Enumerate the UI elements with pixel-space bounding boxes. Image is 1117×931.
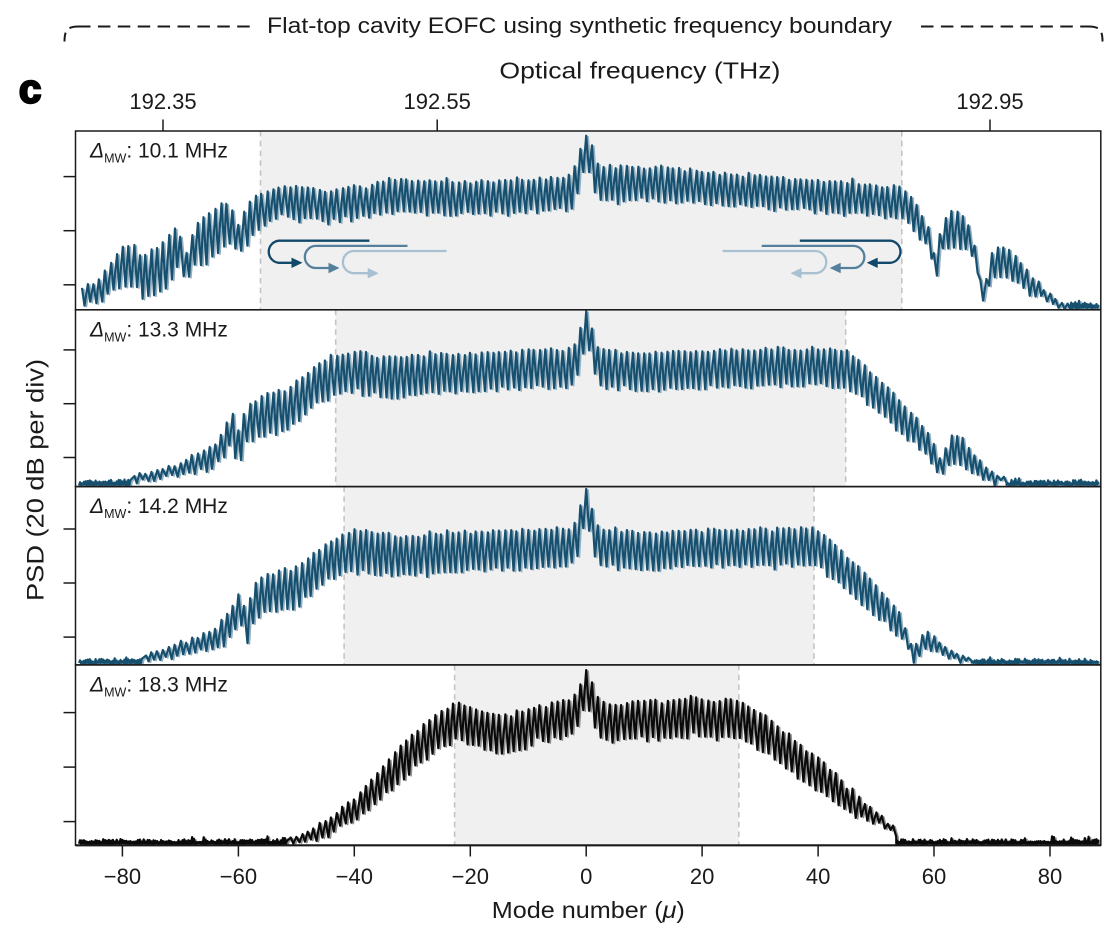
svg-text:ΔMW: 10.1 MHz: ΔMW: 10.1 MHz [89,140,228,166]
svg-text:−40: −40 [336,864,373,889]
svg-text:−60: −60 [220,864,257,889]
svg-text:ΔMW: 13.3 MHz: ΔMW: 13.3 MHz [89,318,228,344]
svg-text:Optical frequency (THz): Optical frequency (THz) [499,58,780,84]
svg-text:60: 60 [922,864,946,889]
svg-text:192.95: 192.95 [956,89,1023,114]
svg-text:−80: −80 [104,864,141,889]
svg-text:192.55: 192.55 [404,89,471,114]
svg-text:20: 20 [690,864,714,889]
svg-text:ΔMW: 18.3 MHz: ΔMW: 18.3 MHz [89,673,228,699]
svg-text:ΔMW: 14.2 MHz: ΔMW: 14.2 MHz [89,495,228,521]
svg-text:c: c [19,68,41,112]
svg-text:80: 80 [1038,864,1062,889]
svg-text:40: 40 [806,864,830,889]
svg-text:Mode number (μ): Mode number (μ) [492,897,685,923]
svg-text:−20: −20 [452,864,489,889]
svg-text:192.35: 192.35 [129,89,196,114]
svg-text:PSD (20 dB per div): PSD (20 dB per div) [23,359,50,601]
svg-text:0: 0 [580,864,592,889]
svg-text:Flat-top cavity EOFC using syn: Flat-top cavity EOFC using synthetic fre… [267,13,893,38]
